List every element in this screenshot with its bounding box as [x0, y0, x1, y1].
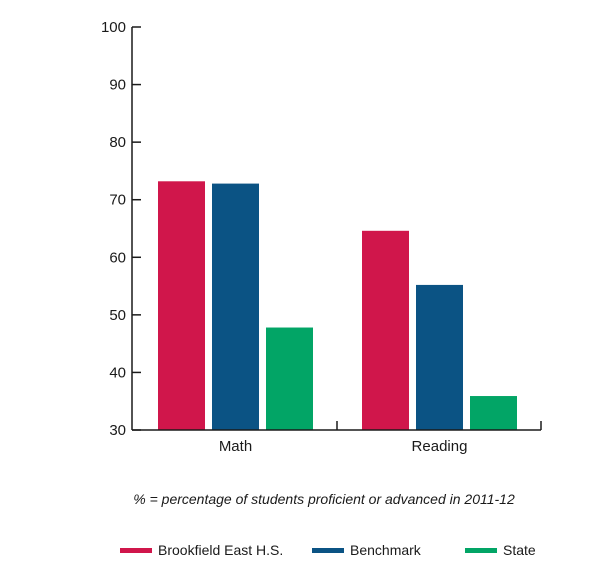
y-tick-label: 90 — [109, 77, 126, 94]
bar-reading-brookfield-east-h-s — [362, 230, 409, 430]
x-axis: Math Reading — [132, 421, 542, 455]
bar-reading-state — [470, 396, 517, 430]
chart-note: % = percentage of students proficient or… — [133, 491, 515, 507]
x-category-label: Math — [219, 438, 252, 455]
y-tick-label: 40 — [109, 364, 126, 381]
y-tick-label: 100 — [101, 19, 126, 36]
y-tick-label: 70 — [109, 192, 126, 209]
legend-label: State — [503, 542, 536, 558]
y-tick-label: 80 — [109, 134, 126, 151]
legend-swatch — [120, 548, 152, 553]
legend-swatch — [312, 548, 344, 553]
y-tick-label: 60 — [109, 249, 126, 266]
legend-label: Benchmark — [350, 542, 422, 558]
y-tick-label: 50 — [109, 307, 126, 324]
legend-label: Brookfield East H.S. — [158, 542, 283, 558]
bar-math-state — [266, 327, 313, 430]
y-tick-label: 30 — [109, 422, 126, 439]
bar-reading-benchmark — [416, 284, 463, 430]
plot-area — [158, 181, 517, 430]
legend: Brookfield East H.S. Benchmark State — [120, 542, 536, 558]
y-axis: 30 40 50 60 70 80 90 100 — [101, 19, 141, 439]
x-category-label: Reading — [412, 438, 468, 455]
bar-math-benchmark — [212, 183, 259, 430]
legend-swatch — [465, 548, 497, 553]
bar-math-brookfield-east-h-s — [158, 181, 205, 430]
